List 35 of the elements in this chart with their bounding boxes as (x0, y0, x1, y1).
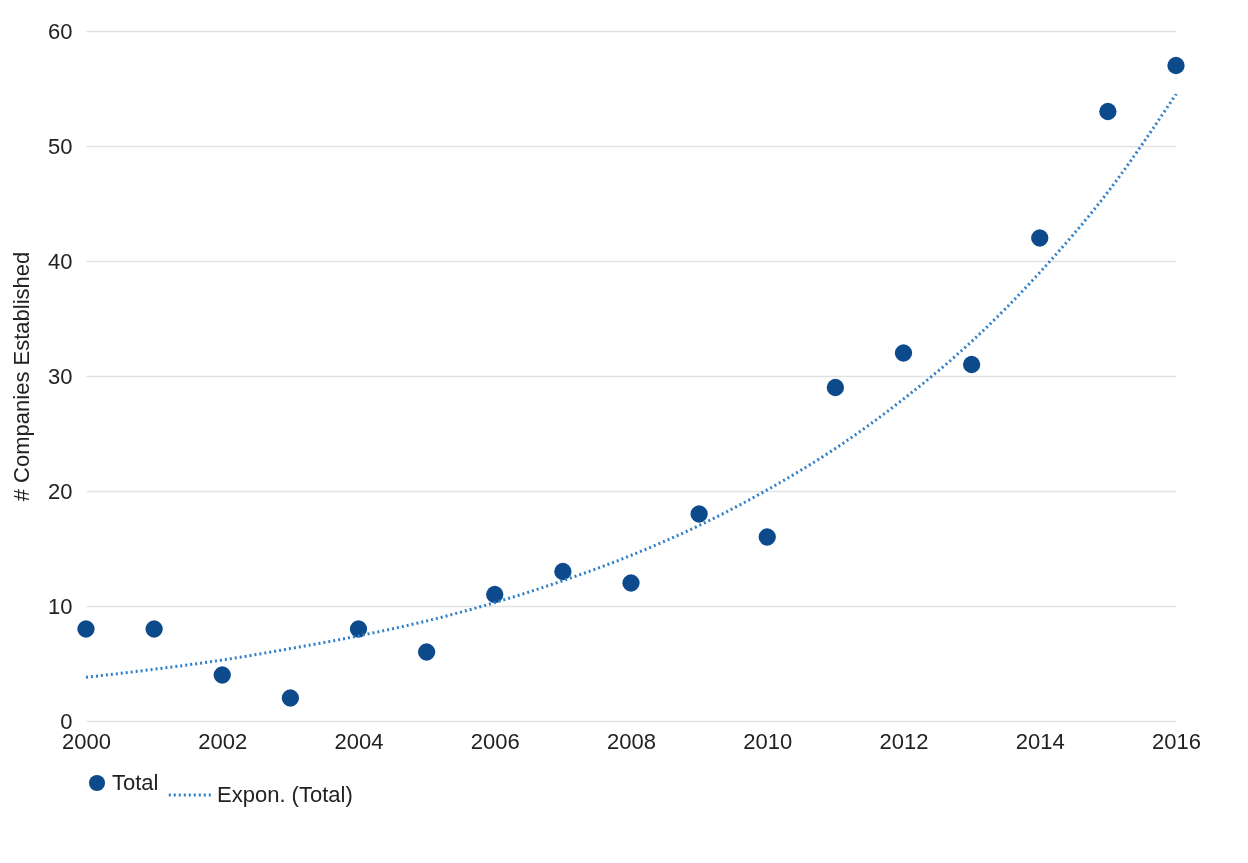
point (281, 689, 300, 707)
x-tick-label: 2008 (607, 728, 656, 754)
x-tick-label: 2012 (879, 728, 929, 754)
y-tick-label: 40 (48, 248, 73, 274)
point (758, 528, 776, 546)
legend-label: Expon. (Total) (217, 782, 353, 807)
y-tick-label: 10 (48, 593, 73, 619)
point (1167, 56, 1185, 75)
point (894, 344, 913, 362)
point (145, 620, 163, 638)
x-tick-label: 2006 (470, 728, 520, 754)
point (213, 666, 231, 684)
y-axis-title: # Companies Established (9, 251, 35, 502)
point (349, 620, 368, 638)
point (962, 355, 981, 374)
point (417, 643, 436, 661)
point (1031, 229, 1049, 247)
point (554, 562, 572, 581)
y-tick-label: 60 (48, 18, 73, 44)
x-tick-label: 2002 (198, 728, 248, 754)
x-tick-label: 2016 (1152, 728, 1201, 754)
x-tick-label: 2004 (334, 728, 384, 754)
point (690, 505, 708, 523)
y-tick-label: 50 (48, 133, 73, 159)
y-tick-label: 20 (48, 478, 73, 504)
y-tick-label: 30 (48, 363, 73, 389)
x-tick-label: 2010 (743, 728, 793, 754)
point (826, 378, 845, 397)
point (1099, 102, 1117, 121)
point (486, 585, 504, 604)
point (77, 620, 95, 638)
legend-label: Total (112, 770, 159, 795)
point (622, 574, 640, 592)
line-series (84, 92, 1178, 679)
x-tick-label: 2014 (1015, 728, 1065, 754)
